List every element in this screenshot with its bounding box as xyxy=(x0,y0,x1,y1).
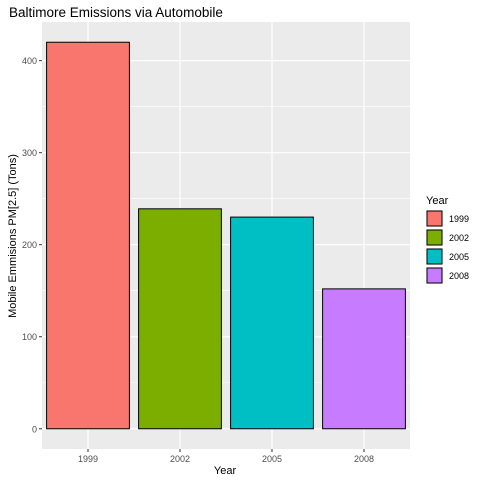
x-tick-label: 2002 xyxy=(170,454,190,464)
bars xyxy=(46,41,406,430)
axes: 0 100 200 300 400 1999 2002 2005 2008 xyxy=(22,56,374,464)
chart-title: Baltimore Emissions via Automobile xyxy=(9,5,223,20)
y-tick-label: 0 xyxy=(32,424,37,434)
bar-2005 xyxy=(230,216,314,430)
legend-title: Year xyxy=(426,195,449,207)
legend-label-2005: 2005 xyxy=(449,252,469,262)
y-tick-label: 100 xyxy=(22,332,37,342)
y-tick-label: 400 xyxy=(22,56,37,66)
legend-swatch-2002 xyxy=(426,229,443,246)
legend-label-2002: 2002 xyxy=(449,233,469,243)
x-axis-label: Year xyxy=(214,465,237,477)
y-tick-label: 200 xyxy=(22,240,37,250)
bar-1999 xyxy=(46,41,130,430)
y-axis-label: Mobile Emmisions PM[2.5] (Tons) xyxy=(7,154,19,318)
legend-swatch-2005 xyxy=(426,248,443,265)
legend: 1999 2002 2005 2008 xyxy=(426,210,469,284)
legend-label-1999: 1999 xyxy=(449,214,469,224)
legend-swatch-2008 xyxy=(426,267,443,284)
bar-2002 xyxy=(138,208,222,430)
legend-swatch-1999 xyxy=(426,210,443,227)
x-tick-label: 2005 xyxy=(262,454,282,464)
legend-label-2008: 2008 xyxy=(449,271,469,281)
bar-2008 xyxy=(322,288,406,430)
y-tick-label: 300 xyxy=(22,148,37,158)
x-tick-label: 1999 xyxy=(78,454,98,464)
x-tick-label: 2008 xyxy=(354,454,374,464)
